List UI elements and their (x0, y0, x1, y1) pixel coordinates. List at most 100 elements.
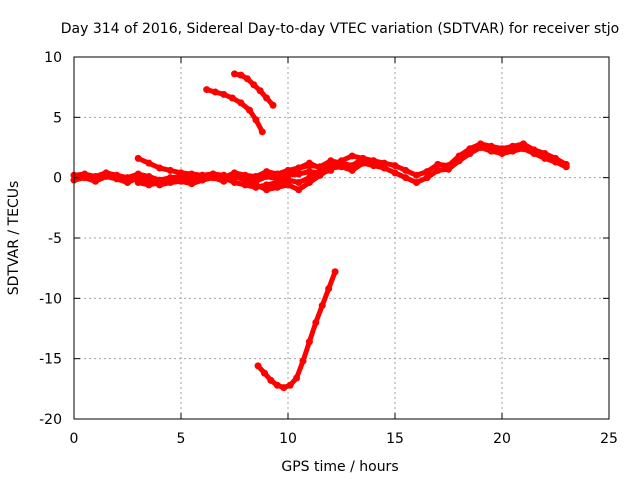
data-point (156, 164, 164, 172)
data-point (541, 154, 549, 162)
data-point (134, 178, 142, 186)
data-point (267, 376, 275, 384)
x-tick-label: 25 (600, 431, 618, 447)
data-point (348, 166, 356, 174)
data-point (327, 162, 335, 170)
data-point (258, 128, 266, 136)
x-tick-label: 0 (70, 431, 79, 447)
data-point (338, 163, 345, 171)
data-point (156, 178, 164, 186)
data-point (252, 181, 260, 189)
y-tick-label: 0 (53, 171, 62, 187)
data-point (380, 164, 388, 172)
data-point (305, 159, 313, 167)
grid (74, 57, 609, 419)
data-point (134, 154, 142, 162)
data-point (445, 165, 452, 173)
data-point (562, 163, 570, 171)
data-point (295, 170, 303, 178)
data-point (254, 362, 262, 370)
data-point (102, 172, 110, 180)
series-arc-low (254, 268, 339, 392)
data-point (145, 159, 153, 167)
x-tick-label: 5 (177, 431, 186, 447)
data-point (241, 176, 249, 184)
data-point (188, 176, 196, 184)
data-point (237, 71, 245, 79)
data-point (263, 169, 271, 177)
ticks: 0 5 10 15 20 25 -20 -15 -10 -5 0 5 10 (39, 50, 618, 447)
data-point (269, 101, 277, 109)
data-point (402, 174, 410, 182)
y-tick-label: -20 (39, 412, 62, 428)
x-axis-label: GPS time / hours (281, 459, 398, 475)
data-point (203, 86, 211, 94)
series-line (255, 269, 338, 391)
data-point (434, 166, 442, 174)
data-point (391, 169, 399, 177)
data-point (284, 181, 292, 189)
data-point (211, 88, 219, 96)
data-point (359, 154, 367, 162)
y-tick-label: -10 (39, 291, 62, 307)
data-point (220, 90, 228, 98)
data-point (245, 106, 253, 114)
data-point (519, 140, 527, 148)
data-point (305, 178, 313, 186)
data-point (237, 99, 245, 107)
data-point (231, 172, 238, 180)
data-point (509, 147, 517, 155)
data-point (209, 171, 217, 179)
data-point (391, 162, 399, 170)
x-tick-label: 10 (279, 431, 297, 447)
data-point (338, 157, 345, 165)
data-point (455, 157, 463, 165)
data-point (370, 157, 378, 165)
data-point (359, 159, 367, 167)
data-point (325, 285, 333, 293)
data-point (552, 158, 559, 166)
data-point (487, 147, 495, 155)
data-point (380, 159, 388, 167)
data-point (412, 171, 420, 179)
data-point (412, 178, 420, 186)
data-point (423, 174, 431, 182)
series-arc-mid-b (241, 164, 335, 194)
data-point (231, 178, 238, 186)
data-point (370, 162, 378, 170)
data-point (293, 374, 301, 382)
y-tick-label: -15 (39, 352, 62, 368)
data-point (331, 268, 339, 276)
data-point (220, 174, 228, 182)
data-point (91, 177, 99, 185)
data-point (318, 302, 326, 310)
y-tick-label: 5 (53, 110, 62, 126)
data-point (312, 318, 320, 326)
data-point (316, 171, 324, 179)
data-point (260, 369, 268, 377)
y-tick-label: 10 (44, 50, 62, 66)
data-point (295, 186, 303, 194)
data-point (280, 384, 288, 392)
data-point (498, 150, 506, 158)
data-point (256, 87, 264, 95)
data-point (263, 186, 271, 194)
data-point (250, 81, 258, 89)
x-tick-label: 20 (493, 431, 511, 447)
data-point (177, 174, 185, 182)
data-point (477, 144, 485, 151)
data-point (299, 357, 307, 365)
data-point (188, 170, 196, 178)
series-arc-high-upper (231, 70, 277, 109)
x-tick-label: 15 (386, 431, 404, 447)
data-point (530, 150, 538, 158)
data-point (231, 70, 238, 78)
data-point (519, 145, 527, 153)
data-point (124, 178, 131, 186)
data-point (177, 169, 185, 177)
data-point (198, 174, 206, 182)
data-point (166, 166, 174, 174)
series-arc-mid-a (134, 166, 335, 191)
